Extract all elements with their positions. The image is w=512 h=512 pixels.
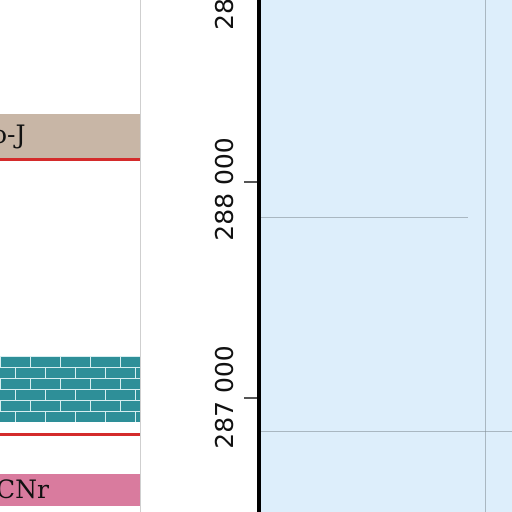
- coordinate-ruler: [143, 0, 259, 512]
- northing-label-288000: 288 000: [210, 137, 239, 241]
- grid-line: [485, 0, 486, 512]
- legend-swatch-oj[interactable]: o-J: [0, 114, 140, 158]
- grid-line: [261, 217, 468, 218]
- legend-label-cnr: CNr: [0, 475, 49, 504]
- northing-label-top: 28: [210, 0, 239, 30]
- brick-pattern: [0, 356, 140, 422]
- panel-divider: [140, 0, 141, 512]
- northing-label-287000: 287 000: [210, 345, 239, 449]
- northing-tick: [244, 181, 258, 183]
- map-frame: [257, 0, 261, 512]
- legend-swatch-cnr[interactable]: CNr: [0, 474, 140, 506]
- legend-swatch-limestone[interactable]: [0, 356, 140, 422]
- unit-boundary-line: [0, 433, 140, 436]
- grid-line: [261, 431, 512, 432]
- northing-tick: [244, 397, 258, 399]
- legend-label-oj: o-J: [0, 120, 26, 149]
- map-water-area[interactable]: [261, 0, 512, 512]
- unit-boundary-line: [0, 158, 140, 161]
- legend-panel: o-J CNr: [0, 0, 141, 512]
